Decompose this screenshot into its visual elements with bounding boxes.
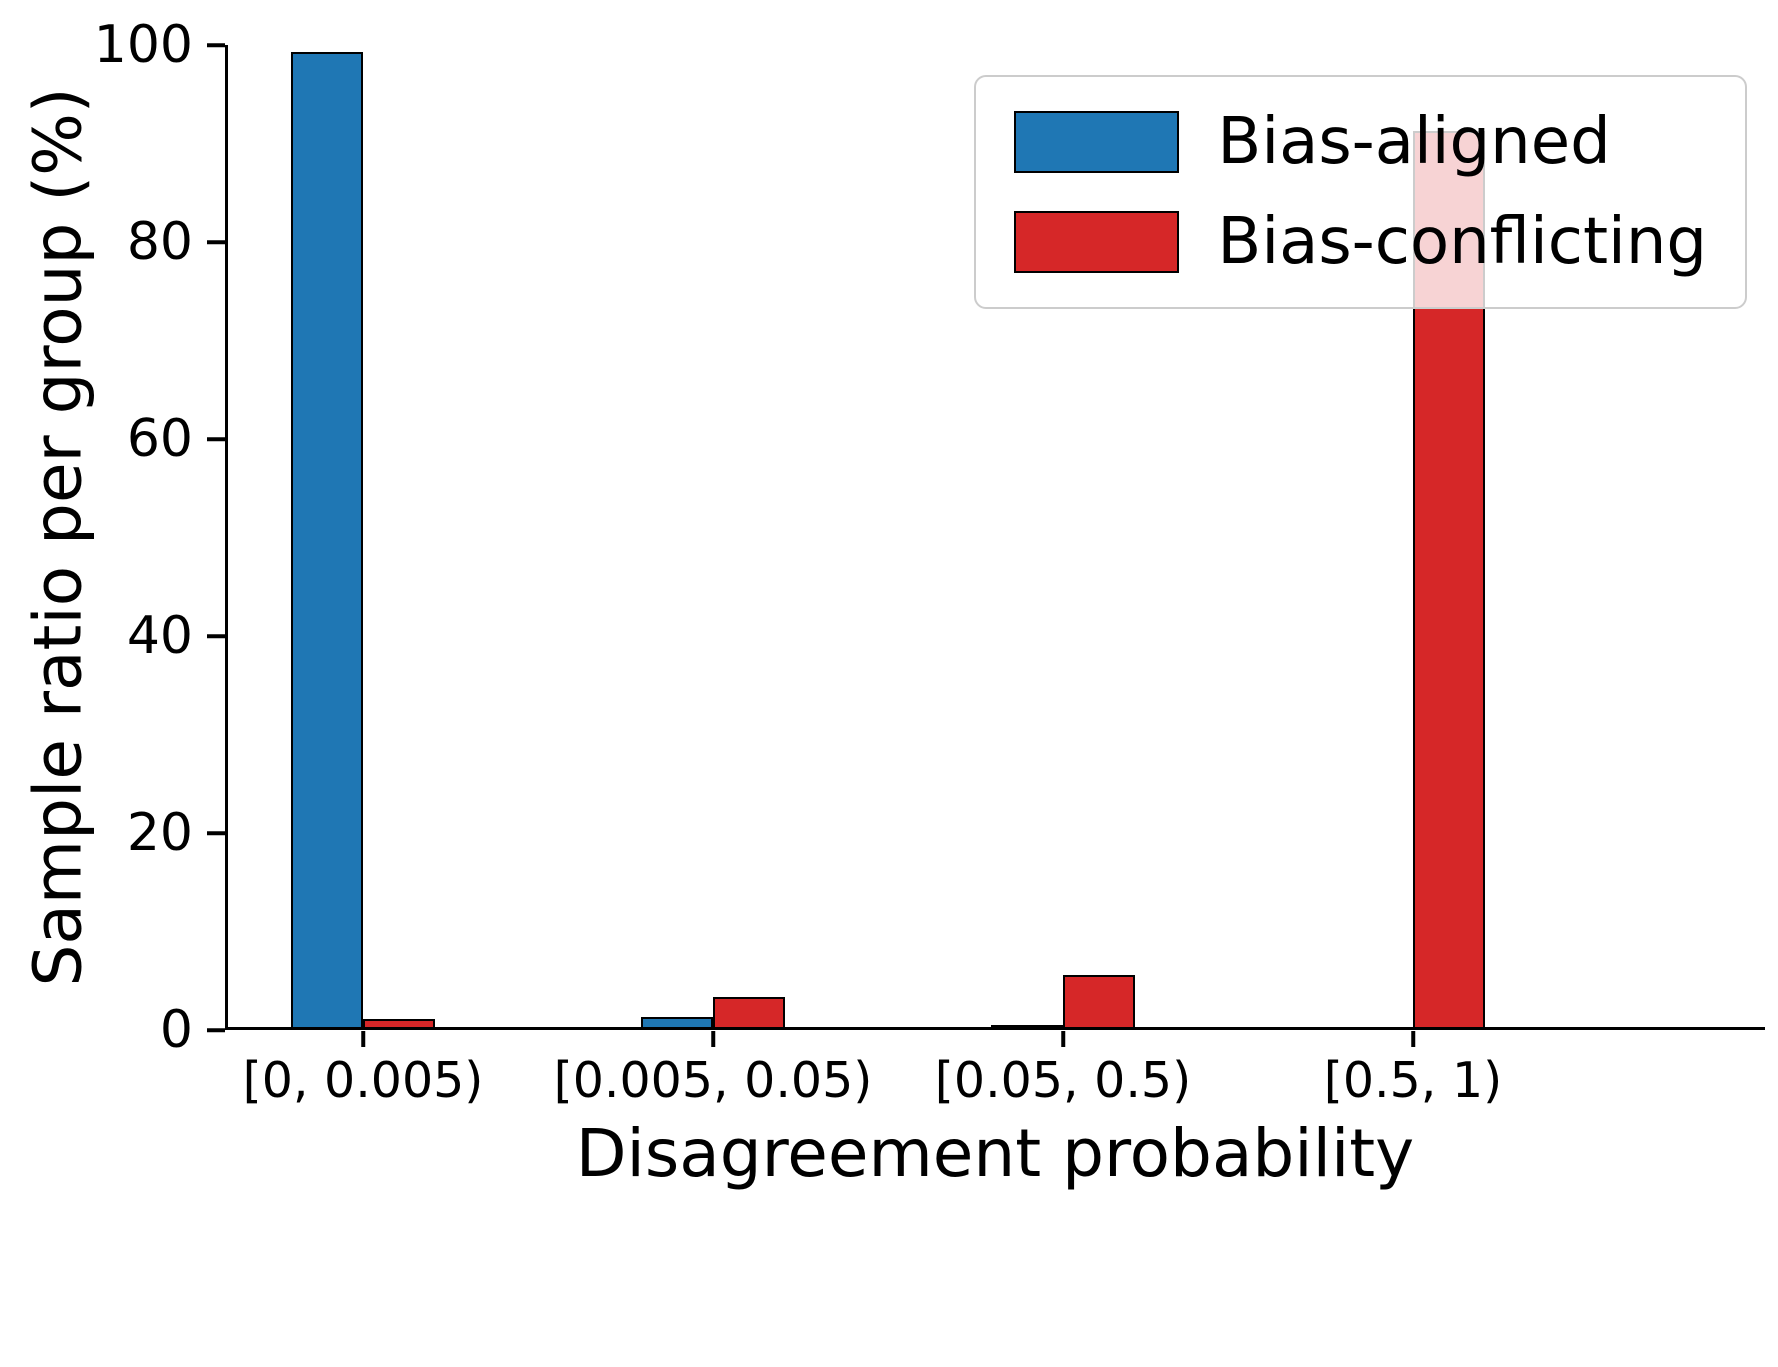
y-tick-mark xyxy=(207,240,225,244)
x-tick-label: [0.005, 0.05) xyxy=(553,1052,873,1109)
y-tick-label: 80 xyxy=(126,212,193,272)
x-tick-label: [0.05, 0.5) xyxy=(934,1052,1192,1109)
legend: Bias-aligned Bias-conflicting xyxy=(974,75,1747,309)
bar-bias-aligned-2 xyxy=(991,1025,1063,1027)
x-axis-layer: [0, 0.005) [0.005, 0.05) [0.05, 0.5) [0.5, … xyxy=(228,45,1765,1107)
y-tick-label: 100 xyxy=(93,15,193,75)
x-tick-mark xyxy=(1411,1030,1415,1047)
legend-item-bias-aligned: Bias-aligned xyxy=(1014,105,1707,179)
y-tick-mark xyxy=(207,831,225,835)
legend-swatch-bias-conflicting xyxy=(1014,211,1180,273)
bar-bias-aligned-0 xyxy=(291,51,363,1027)
y-tick-mark xyxy=(207,437,225,441)
y-tick-label: 20 xyxy=(126,803,193,863)
x-tick-label: [0, 0.005) xyxy=(242,1052,484,1109)
x-tick-mark xyxy=(711,1030,715,1047)
y-axis-layer: 0 20 40 60 80 100 xyxy=(94,19,1765,1056)
x-tick-mark xyxy=(361,1030,365,1047)
bar-bias-aligned-1 xyxy=(641,1017,713,1027)
bar-bias-conflicting-1 xyxy=(713,997,785,1027)
bar-bias-conflicting-2 xyxy=(1063,974,1135,1027)
y-tick-label: 40 xyxy=(126,606,193,666)
y-tick-mark xyxy=(207,43,225,47)
x-tick-mark xyxy=(1061,1030,1065,1047)
x-axis-label: Disagreement probability xyxy=(575,1115,1415,1192)
legend-item-bias-conflicting: Bias-conflicting xyxy=(1014,205,1707,279)
bar-bias-conflicting-0 xyxy=(363,1019,435,1027)
y-tick-label: 60 xyxy=(126,409,193,469)
legend-swatch-bias-aligned xyxy=(1014,111,1180,173)
y-tick-label: 0 xyxy=(159,1000,193,1060)
x-tick-label: [0.5, 1) xyxy=(1323,1052,1503,1109)
plot-area: 0 20 40 60 80 100 [0, 0.005) [0.005, 0.05) [0.0… xyxy=(94,19,1765,1107)
legend-label-bias-aligned: Bias-aligned xyxy=(1217,105,1611,179)
y-tick-mark xyxy=(207,634,225,638)
y-tick-mark xyxy=(207,1028,225,1032)
legend-label-bias-conflicting: Bias-conflicting xyxy=(1217,205,1707,279)
